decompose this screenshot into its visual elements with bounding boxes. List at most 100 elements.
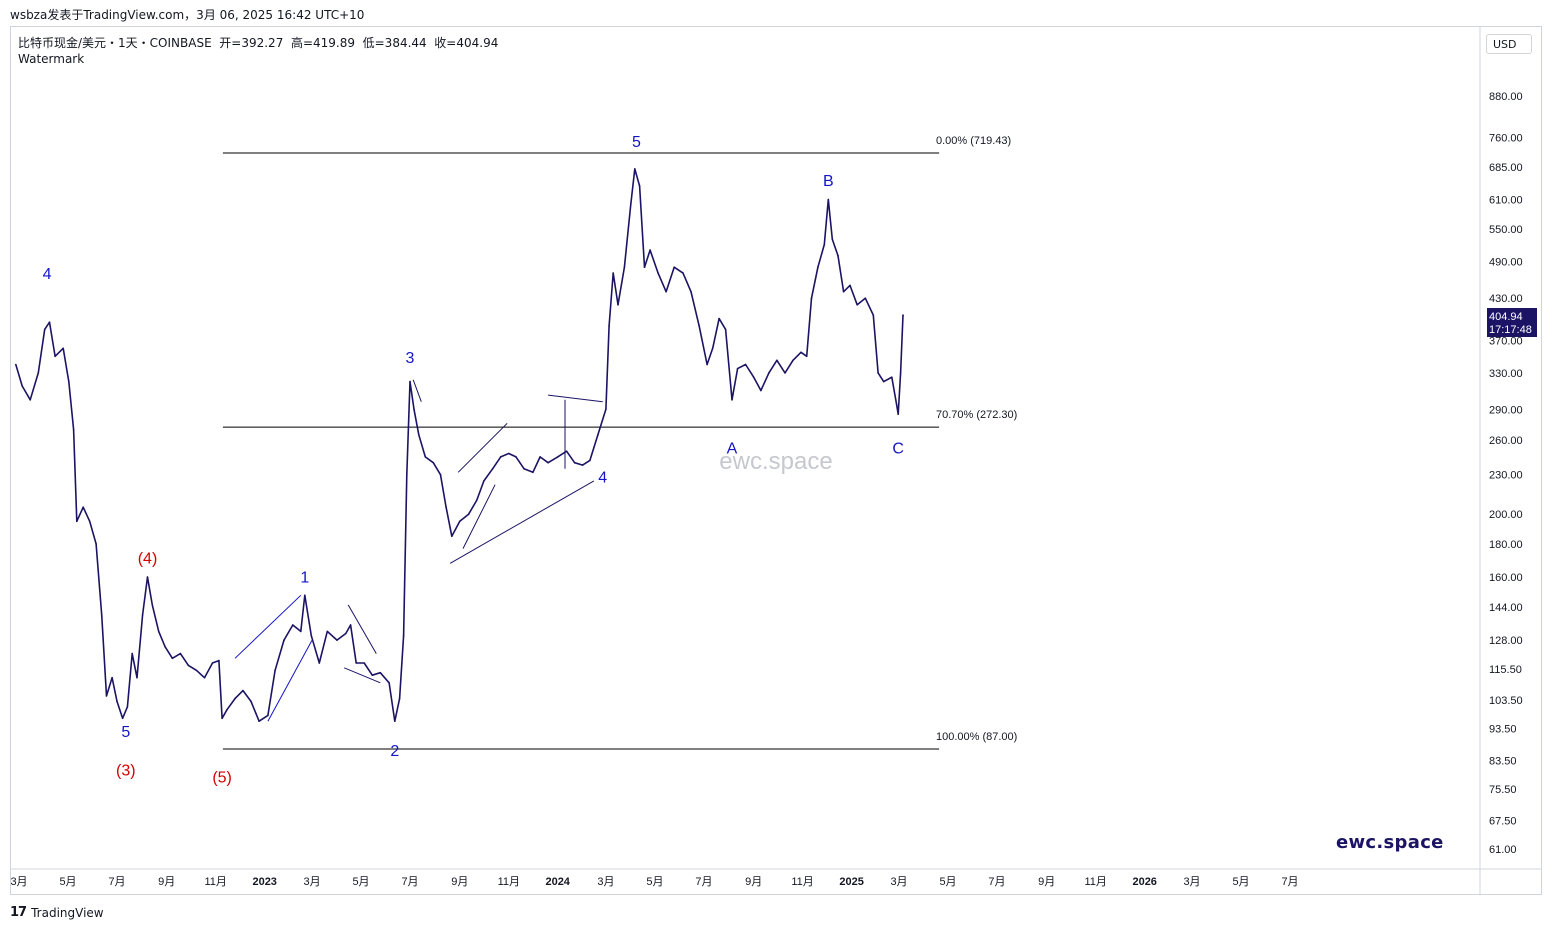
tradingview-logo-text: TradingView [31,905,104,920]
price-point [776,359,778,362]
price-point [164,646,166,648]
last-price-tag: 404.94 17:17:48 [1487,308,1537,337]
price-point [467,513,470,515]
wave-label: (4) [138,550,158,567]
price-tick-label: 550.00 [1489,224,1523,236]
watermark-indicator-label[interactable]: Watermark [18,52,85,66]
symbol-ohlc-line: 比特币现金/美元・1天・COINBASE 开=392.27 高=419.89 低… [18,36,499,50]
fib-level-label: 70.70% (272.30) [936,409,1017,421]
brand-label: ewc.space [1336,832,1444,853]
price-point [805,355,808,358]
price-tick-label: 115.50 [1489,664,1522,676]
time-tick-label: 5月 [646,876,663,888]
price-point [326,630,329,633]
price-point [842,290,845,293]
tradingview-mark-icon: 17 [10,905,27,920]
price-point [902,314,904,316]
last-price-value: 404.94 [1489,311,1523,323]
price-tick-label: 685.00 [1489,162,1523,174]
price-point [355,662,358,664]
time-tick-label: 2024 [545,876,570,888]
price-point [29,399,32,401]
tradingview-logo[interactable]: 17 TradingView [10,905,104,920]
price-tick-label: 83.50 [1489,756,1517,768]
price-point [310,634,313,637]
price-point [634,168,636,170]
price-point [499,456,502,458]
price-point [891,376,893,379]
wave-label: (3) [116,763,136,780]
price-point [95,543,97,545]
bar-countdown: 17:17:48 [1489,324,1532,336]
price-point [349,624,352,626]
price-tick-label: 330.00 [1489,368,1523,380]
price-point [523,467,525,470]
price-point [195,669,198,672]
price-point [394,720,396,722]
price-point [823,243,826,246]
price-tick-label: 75.50 [1489,784,1517,796]
price-point [304,594,306,597]
price-point [88,520,91,523]
price-point [218,659,220,662]
price-point [258,720,260,722]
price-point [897,413,899,416]
time-tick-label: 9月 [158,876,175,888]
price-point [388,682,390,684]
price-point [589,459,591,462]
time-tick-label: 11月 [1084,876,1106,888]
price-point [864,297,867,300]
price-point [300,630,302,633]
price-point [318,662,321,664]
price-point [274,669,276,672]
time-tick-label: 7月 [1281,876,1298,888]
price-point [872,314,875,316]
price-tick-label: 128.00 [1489,635,1523,647]
price-point [612,272,614,274]
price-point [82,506,84,509]
price-point [515,456,517,458]
price-point [508,452,510,455]
time-tick-label: 2026 [1132,876,1156,888]
time-tick-label: 5月 [59,876,76,888]
price-point [752,376,755,379]
price-point [459,520,461,523]
fib-level-label: 100.00% (87.00) [936,731,1017,743]
time-tick-label: 7月 [988,876,1005,888]
time-tick-label: 9月 [745,876,762,888]
price-point [817,266,819,269]
wave-label: A [727,440,738,457]
price-point [623,266,626,269]
price-point [250,700,252,703]
price-point [21,385,24,387]
price-point [605,408,607,411]
price-point [547,461,549,464]
price-point [336,639,338,641]
price-point [62,347,64,350]
time-tick-label: 9月 [1038,876,1055,888]
trendline [462,484,496,549]
currency-button[interactable]: USD [1486,34,1532,54]
price-point [475,499,478,502]
price-point [424,456,427,458]
price-point [573,461,576,464]
price-tick-label: 760.00 [1489,133,1523,145]
price-point [744,363,747,366]
price-point [617,304,619,306]
price-tick-label: 490.00 [1489,256,1523,268]
price-tick-label: 430.00 [1489,293,1523,305]
price-tick-label: 160.00 [1489,572,1523,584]
price-point [157,630,160,633]
price-point [371,674,374,676]
price-point [68,380,70,383]
price-point [187,664,190,667]
price-point [532,471,534,474]
time-tick-label: 7月 [695,876,712,888]
watermark-text: ewc.space [719,448,832,475]
price-point [649,249,651,251]
price-point [643,266,646,269]
wave-label: 4 [598,469,607,486]
price-point [76,520,78,523]
price-tick-label: 230.00 [1489,470,1523,482]
